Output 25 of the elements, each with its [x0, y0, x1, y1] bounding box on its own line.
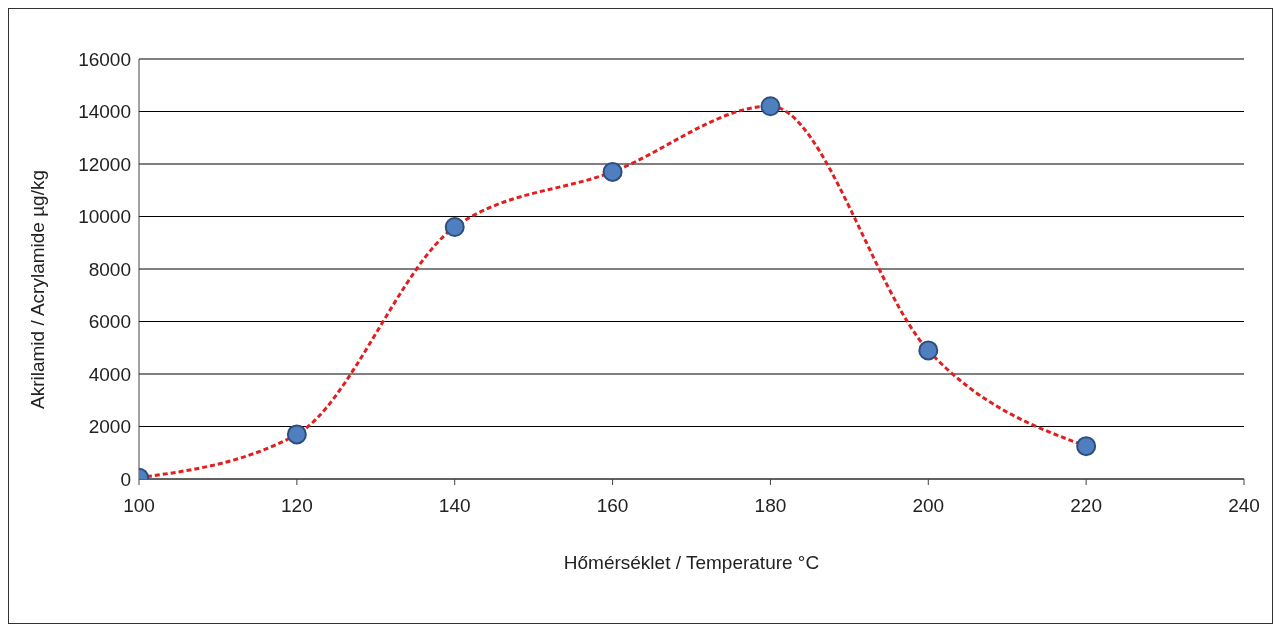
point — [286, 424, 307, 445]
y-tick-label: 10000 — [78, 206, 131, 228]
x-tick-label: 180 — [754, 495, 787, 517]
x-tick-label: 240 — [1228, 495, 1260, 517]
x-tick-label: 200 — [912, 495, 945, 517]
x-tick-label: 160 — [596, 495, 629, 517]
x-tick-label: 140 — [438, 495, 471, 517]
y-axis-title: Akrilamid / Acrylamide µg/kg — [26, 169, 48, 409]
point — [444, 217, 465, 237]
point — [760, 96, 781, 117]
y-tick-label: 8000 — [88, 258, 131, 280]
point — [602, 161, 623, 182]
y-tick-label: 0 — [120, 468, 131, 490]
point — [1076, 436, 1097, 457]
y-tick-label: 4000 — [88, 363, 131, 385]
y-tick-label: 12000 — [78, 153, 131, 175]
point — [918, 340, 939, 361]
x-axis-title: Hőmérséklet / Temperature °C — [563, 552, 820, 573]
y-tick-label: 14000 — [78, 101, 131, 123]
x-tick-label: 220 — [1070, 495, 1102, 517]
x-tick-label: 120 — [281, 495, 313, 517]
y-tick-label: 6000 — [88, 311, 131, 333]
y-tick-label: 16000 — [78, 48, 131, 70]
y-tick-label: 2000 — [88, 416, 131, 438]
x-tick-label: 100 — [123, 495, 155, 517]
